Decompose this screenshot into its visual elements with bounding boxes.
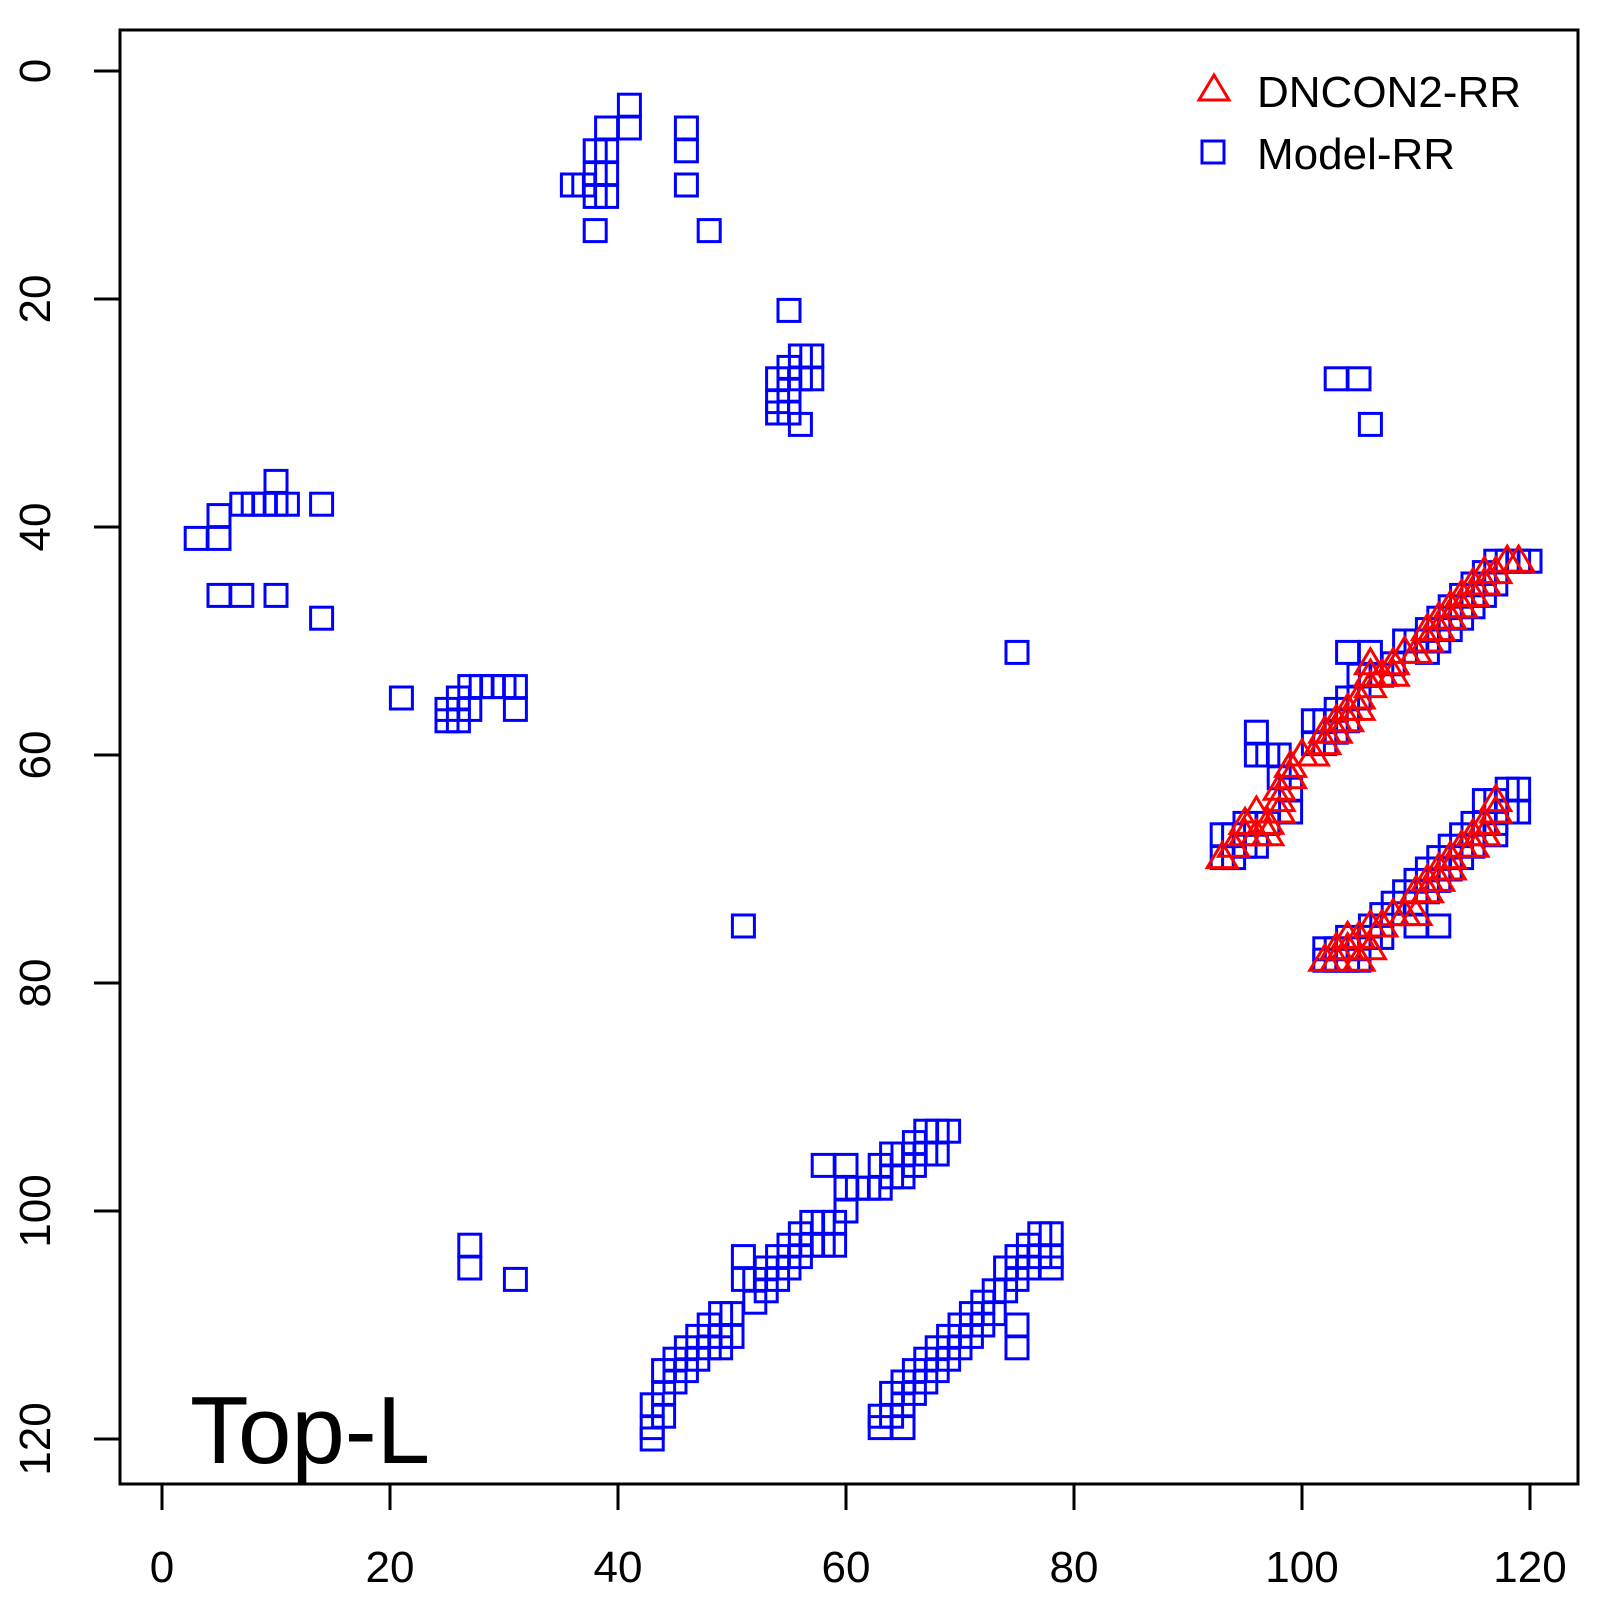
model-rr-point (616, 115, 642, 141)
x-tick-label: 40 (594, 1543, 643, 1592)
x-tick-label: 100 (1265, 1543, 1338, 1592)
dncon2-rr-point (1352, 645, 1389, 676)
model-rr-point (730, 1266, 756, 1292)
model-rr-point (1346, 366, 1372, 392)
legend-label-dncon2-rr: DNCON2-RR (1257, 68, 1521, 117)
model-rr-series (183, 92, 1543, 1452)
model-rr-point (582, 218, 608, 244)
model-rr-point (183, 525, 209, 551)
y-tick-label: 40 (11, 503, 60, 552)
model-rr-point (457, 1232, 483, 1258)
model-rr-point (502, 1266, 528, 1292)
x-tick-label: 0 (150, 1543, 174, 1592)
model-rr-point (799, 366, 825, 392)
y-axis: 0 20 40 60 80 100 120 (11, 59, 122, 1476)
model-rr-point (206, 582, 232, 608)
model-rr-point (810, 1152, 836, 1178)
model-rr-point (673, 115, 699, 141)
x-tick-label: 120 (1493, 1543, 1566, 1592)
dncon2-rr-point (1352, 930, 1389, 961)
y-tick-label: 0 (11, 59, 60, 83)
y-tick-label: 20 (11, 275, 60, 324)
model-rr-point (206, 525, 232, 551)
model-rr-point (206, 503, 232, 529)
dncon2-rr-series (1204, 543, 1537, 972)
legend-square-marker (1200, 139, 1226, 165)
model-rr-point (1243, 719, 1269, 745)
model-rr-point (696, 218, 722, 244)
model-rr-point (309, 605, 335, 631)
model-rr-point (263, 582, 289, 608)
dncon2-rr-point (1500, 543, 1537, 573)
model-rr-point (1004, 1335, 1030, 1361)
dncon2-rr-point (1375, 657, 1411, 687)
model-rr-point (673, 172, 699, 198)
model-rr-point (776, 297, 802, 323)
x-tick-label: 60 (822, 1543, 871, 1592)
legend-triangle-marker (1196, 72, 1232, 102)
model-rr-point (1004, 1312, 1030, 1338)
model-rr-point (673, 138, 699, 164)
model-rr-point (730, 913, 756, 939)
model-rr-point (822, 1232, 848, 1258)
model-rr-point (730, 1244, 756, 1270)
x-axis: 0 20 40 60 80 100 120 (150, 1482, 1567, 1592)
y-tick-label: 60 (11, 731, 60, 780)
model-rr-point (833, 1152, 859, 1178)
model-rr-point (274, 491, 300, 517)
y-tick-label: 120 (11, 1402, 60, 1475)
plot-frame (118, 28, 1580, 1486)
model-rr-point (1323, 366, 1349, 392)
model-rr-point (229, 582, 255, 608)
model-rr-point (1335, 639, 1361, 665)
model-rr-point (309, 491, 335, 517)
annotation-top-l: Top-L (190, 1377, 430, 1484)
y-tick-label: 100 (11, 1174, 60, 1247)
x-tick-label: 20 (366, 1543, 415, 1592)
y-tick-label: 80 (11, 959, 60, 1008)
model-rr-point (571, 172, 597, 198)
model-rr-point (936, 1118, 962, 1144)
model-rr-point (594, 115, 620, 141)
model-rr-point (502, 696, 528, 722)
model-rr-point (787, 411, 813, 437)
x-tick-label: 80 (1050, 1543, 1099, 1592)
model-rr-point (639, 1426, 665, 1452)
dncon2-rr-point (1478, 782, 1514, 813)
legend: DNCON2-RR Model-RR (1196, 68, 1521, 179)
model-rr-point (890, 1415, 916, 1441)
legend-label-model-rr: Model-RR (1257, 130, 1455, 179)
dncon2-rr-point (1341, 691, 1377, 721)
dncon2-rr-point (1398, 896, 1434, 927)
model-rr-point (616, 92, 642, 118)
model-rr-point (457, 1255, 483, 1281)
model-rr-point (263, 468, 289, 494)
model-rr-point (1004, 639, 1030, 665)
model-rr-point (1357, 411, 1383, 437)
model-rr-point (388, 685, 414, 711)
